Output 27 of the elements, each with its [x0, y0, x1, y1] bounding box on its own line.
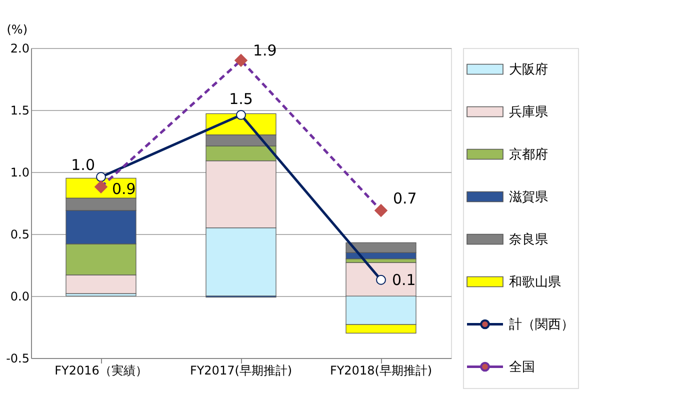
legend-label: 全国	[509, 360, 535, 375]
y-tick-label: -0.5	[6, 352, 30, 366]
data-label: 0.9	[112, 180, 136, 198]
x-tick-label: FY2018(早期推計)	[330, 364, 432, 378]
x-tick-label: FY2016（実績）	[54, 364, 148, 378]
y-tick-label: 1.0	[10, 166, 30, 180]
legend-label: 滋賀県	[509, 190, 548, 205]
data-label: 1.5	[229, 90, 253, 108]
legend-label: 奈良県	[509, 232, 548, 248]
y-tick-label: 2.0	[10, 42, 30, 56]
legend-label: 大阪府	[509, 61, 548, 78]
data-label: 0.7	[393, 189, 417, 208]
legend-label: 計（関西）	[509, 317, 574, 332]
data-label: 1.9	[253, 41, 277, 60]
y-axis-title: (%)	[6, 22, 28, 36]
x-tick-label: FY2017(早期推計)	[190, 364, 292, 378]
y-tick-label: 0.5	[10, 228, 30, 242]
y-tick-label: 0.0	[10, 290, 30, 304]
y-tick-label: 1.5	[10, 104, 30, 118]
legend-label: 兵庫県	[509, 104, 548, 120]
data-label: 0.1	[392, 270, 416, 289]
point	[376, 274, 386, 285]
legend-label: 和歌山県	[509, 274, 561, 290]
legend-label: 京都府	[509, 146, 548, 162]
point	[96, 172, 106, 182]
data-label: 1.0	[71, 156, 95, 174]
point	[236, 110, 246, 120]
